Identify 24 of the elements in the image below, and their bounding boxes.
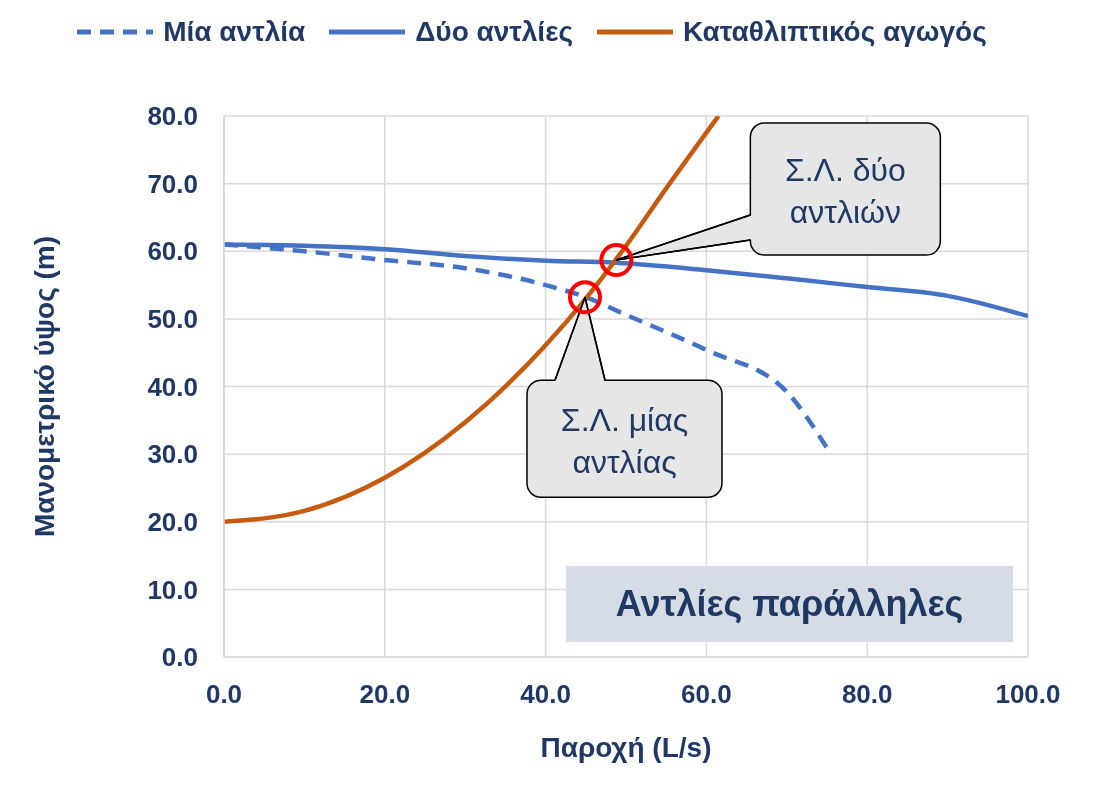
x-tick-label: 20.0 (359, 679, 411, 710)
x-tick-label: 100.0 (995, 679, 1061, 710)
y-tick-label: 10.0 (147, 574, 198, 605)
x-tick-label: 80.0 (841, 679, 893, 710)
legend-label: Καταθλιπτικός αγωγός (683, 16, 987, 48)
y-tick-label: 30.0 (147, 439, 198, 470)
y-tick-label: 20.0 (147, 506, 198, 537)
y-axis-title: Μανομετρικό ύψος (m) (28, 235, 60, 538)
x-tick-label: 60.0 (681, 679, 732, 710)
annotation: Σ.Λ. δύο αντλιών (784, 152, 906, 231)
y-tick-label: 50.0 (147, 304, 198, 335)
legend-label: Μία αντλία (163, 16, 306, 48)
annotation: Αντλίες παράλληλες (566, 566, 1013, 642)
annotation: Σ.Λ. μίας αντλίας (560, 401, 689, 480)
y-tick-label: 60.0 (147, 236, 198, 267)
line-series (224, 116, 721, 524)
x-tick-label: 0.0 (205, 679, 243, 710)
y-tick-label: 70.0 (147, 168, 198, 199)
y-tick-label: 0.0 (161, 642, 198, 673)
y-tick-label: 40.0 (147, 371, 198, 402)
y-tick-label: 80.0 (147, 101, 198, 132)
x-axis-title: Παροχή (L/s) (540, 732, 712, 763)
legend-label: Δύο αντλίες (415, 16, 573, 48)
x-tick-label: 40.0 (520, 679, 571, 710)
